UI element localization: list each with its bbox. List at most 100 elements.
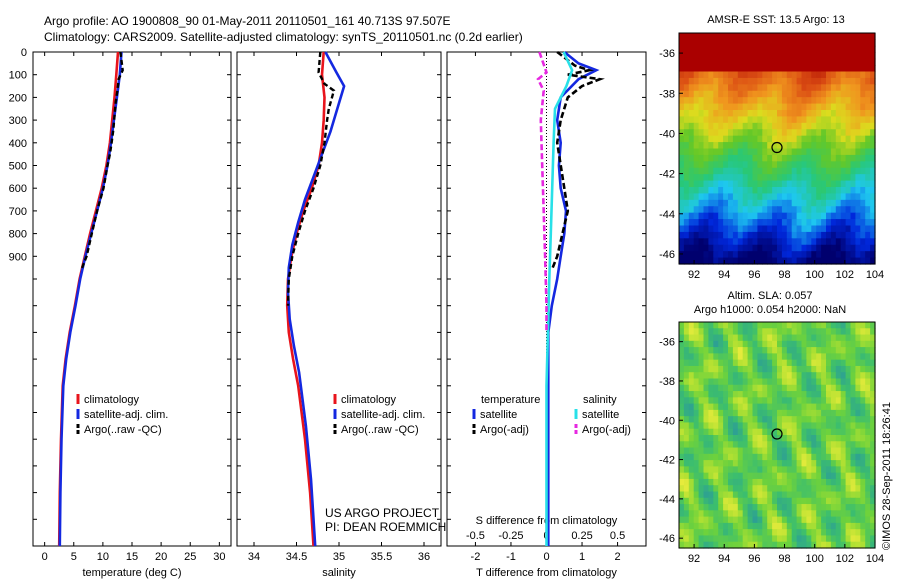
sla-map-cell [781,516,788,524]
sla-map-cell [796,359,803,367]
sla-map-cell [865,504,871,511]
sla-map-cell [688,384,695,392]
sla-map-cell [737,397,744,405]
temp-legend-label: Argo(..raw -QC) [84,424,162,436]
sst-map-cell [796,103,803,111]
sla-map-cell [860,365,866,373]
sla-map-cell [752,466,758,474]
sla-map-cell [688,378,695,386]
sla-map-cell [737,453,744,461]
sst-map-cell [762,52,768,60]
sla-map-cell [693,409,700,417]
sla-map-cell [777,516,783,524]
sla-map-cell [737,478,744,486]
sla-map-cell [767,497,773,505]
sst-map-cell [801,231,807,239]
sst-map-cell [708,65,714,73]
sla-map-cell [713,522,719,530]
sst-map-frame [678,32,876,265]
sst-map-cell [806,97,812,105]
sst-map-cell [723,148,729,156]
sst-map-cell [703,65,709,73]
sla-map-cell [767,397,773,405]
sst-map-cell [713,174,719,182]
sst-map-cell [796,129,803,137]
sla-map-cell [762,372,768,380]
sst-map-cell [865,251,871,259]
sst-map-cell [796,231,803,239]
sla-map-cell [757,516,763,524]
sla-map-cell [752,441,758,449]
sla-map-cell [718,491,724,499]
sla-map-cell [786,397,793,405]
sla-map-cell [767,403,773,411]
sst-map-cell [850,225,856,233]
sst-map-cell [811,97,817,105]
sst-map-cell [840,244,847,252]
sst-map-cell [870,257,876,265]
sla-map-cell [718,422,724,430]
sst-map-cell [860,167,866,175]
sla-map-cell [781,535,788,543]
sla-map-cell [855,541,861,549]
sst-map-cell [688,129,695,137]
sst-map-cell [855,212,861,220]
sst-map-cell [728,257,734,265]
sla-map-cell [728,347,734,354]
sla-map-cell [845,435,852,442]
sla-map-cell [870,504,876,511]
sst-map-cell [865,193,871,201]
sla-map-cell [737,334,744,342]
sla-map-cell [732,322,739,329]
sst-map-cell [757,251,763,259]
sla-map-cell [752,478,758,486]
sla-map-cell [688,322,695,329]
sla-map-cell [865,510,871,518]
sst-map-cell [806,244,812,252]
depth-tick-label: 200 [9,92,27,104]
sla-map-cell [713,409,719,417]
sst-map-cell [742,180,749,188]
sst-map-cell [723,244,729,252]
sst-map-cell [860,251,866,259]
sst-map-cell [762,110,768,118]
sla-map-cell [752,409,758,417]
sst-map-cell [708,142,714,150]
sla-map-cell [737,372,744,380]
sla-map-cell [767,359,773,367]
sla-map-cell [728,359,734,367]
sla-map-cell [865,541,871,549]
sst-map-cell [826,206,832,214]
pi-label: PI: DEAN ROEMMICH [325,520,446,534]
sla-map-cell [698,504,705,511]
sla-map-cell [713,447,719,455]
sla-map-cell [850,504,856,511]
sla-map-cell [688,409,695,417]
sla-map-cell [865,416,871,424]
sla-map-cell [737,516,744,524]
sst-map-cell [835,110,842,118]
sla-map-cell [679,460,685,467]
sst-map-cell [835,161,842,169]
sst-map-cell [723,257,729,265]
sst-map-cell [728,129,734,137]
sst-map-cell [683,58,690,66]
sla-map-cell [811,403,817,411]
sla-map-cell [762,422,768,430]
sst-map-cell [796,110,803,118]
sst-map-cell [855,110,861,118]
sla-map-cell [855,397,861,405]
sla-map-cell [713,340,719,348]
sst-map-cell [742,142,749,150]
sst-map-cell [723,103,729,111]
sla-map-cell [801,403,807,411]
sla-map-cell [826,334,832,342]
sla-map-cell [723,497,729,505]
sla-map-cell [791,478,798,486]
sla-map-cell [786,478,793,486]
sst-map-cell [737,219,744,227]
sla-map-cell [860,384,866,392]
sst-map-cell [821,231,827,239]
sst-map-cell [683,142,690,150]
sst-map-cell [840,135,847,143]
